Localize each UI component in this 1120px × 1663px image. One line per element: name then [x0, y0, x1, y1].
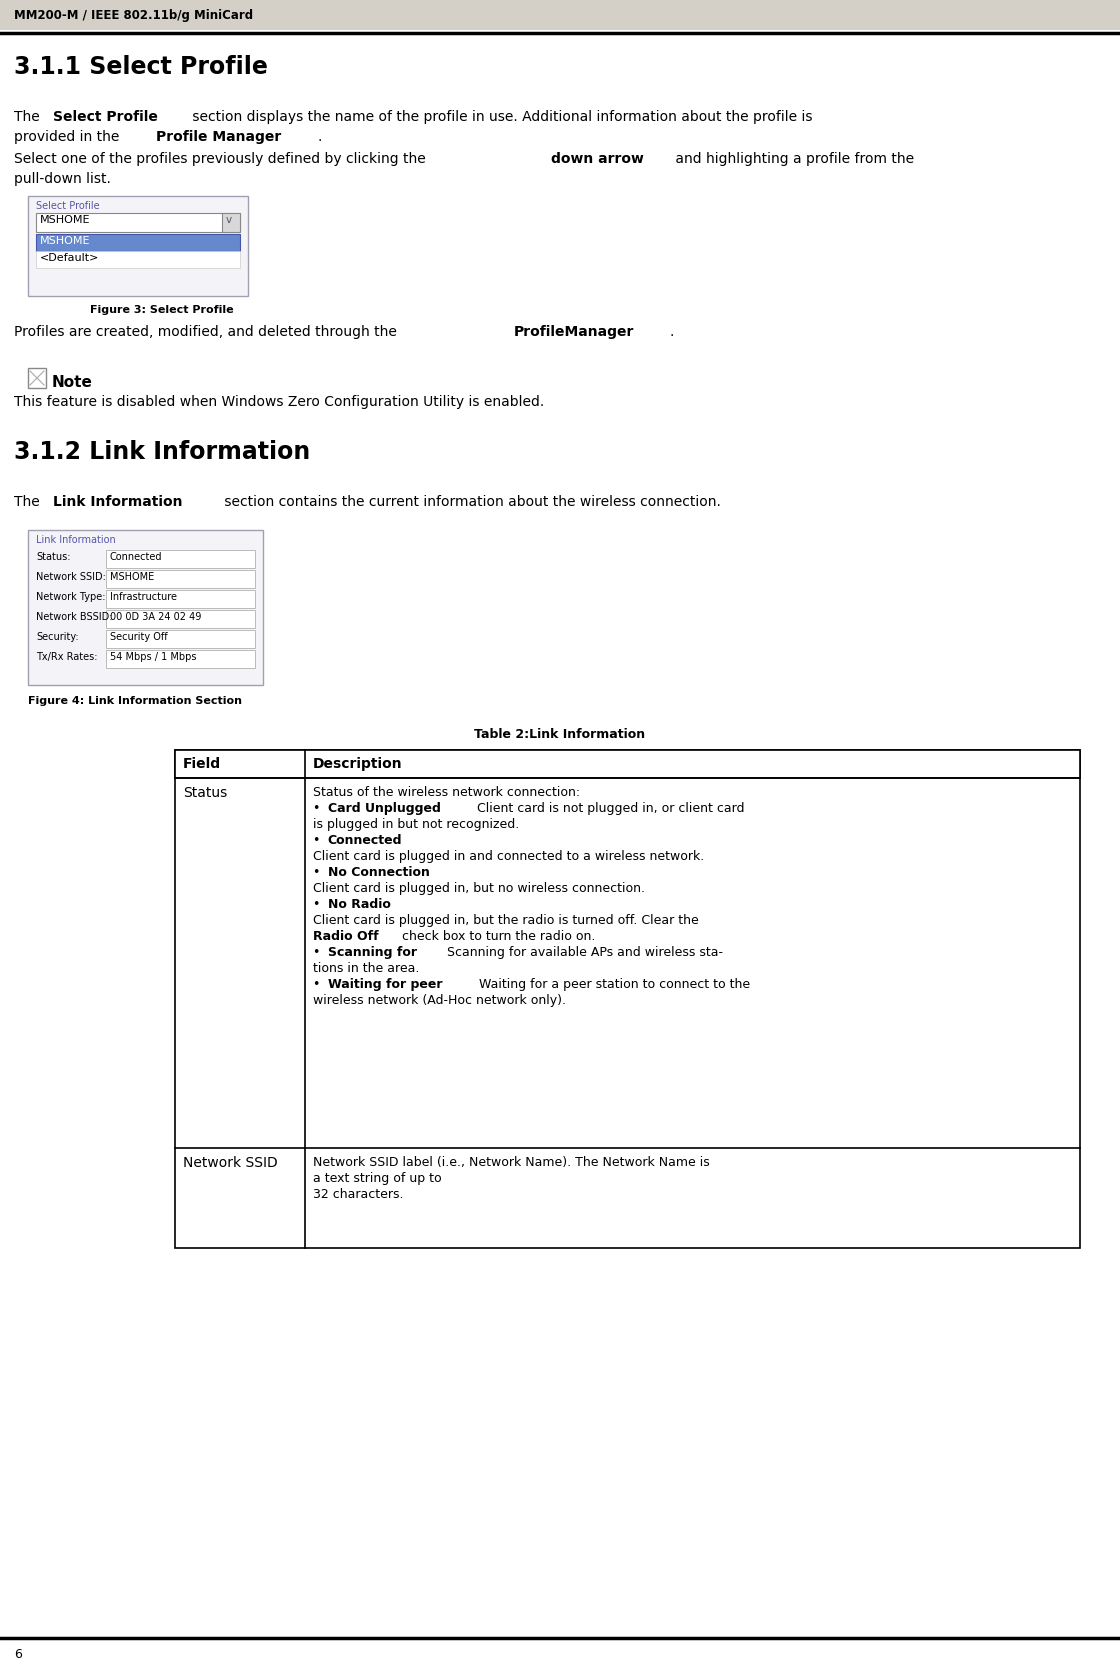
Text: Select one of the profiles previously defined by clicking the: Select one of the profiles previously de… — [13, 151, 430, 166]
Text: Network Type:: Network Type: — [36, 592, 105, 602]
Bar — [106, 650, 255, 669]
Bar — [28, 368, 46, 387]
Text: Card Unplugged: Card Unplugged — [328, 802, 440, 815]
Bar — [106, 570, 255, 589]
Text: MSHOME: MSHOME — [110, 572, 155, 582]
Bar — [36, 213, 240, 233]
Bar — [0, 0, 1120, 30]
Text: The: The — [13, 110, 44, 125]
Text: Tx/Rx Rates:: Tx/Rx Rates: — [36, 652, 97, 662]
Text: Security:: Security: — [36, 632, 78, 642]
Text: Client card is plugged in and connected to a wireless network.: Client card is plugged in and connected … — [312, 850, 704, 863]
Text: Table 2:Link Information: Table 2:Link Information — [475, 728, 645, 742]
Text: Waiting for peer: Waiting for peer — [328, 978, 442, 991]
Text: •: • — [312, 946, 325, 960]
Text: and highlighting a profile from the: and highlighting a profile from the — [671, 151, 914, 166]
Text: v: v — [226, 215, 232, 225]
Bar — [222, 213, 240, 233]
Text: Scanning for: Scanning for — [328, 946, 417, 960]
Text: MSHOME: MSHOME — [40, 236, 91, 246]
Text: Status:: Status: — [36, 552, 71, 562]
Text: section displays the name of the profile in use. Additional information about th: section displays the name of the profile… — [188, 110, 813, 125]
Text: Network BSSID:: Network BSSID: — [36, 612, 112, 622]
Text: Profile Manager: Profile Manager — [156, 130, 281, 145]
Text: 3.1.2 Link Information: 3.1.2 Link Information — [13, 441, 310, 464]
Bar — [28, 196, 248, 296]
Text: 00 0D 3A 24 02 49: 00 0D 3A 24 02 49 — [110, 612, 202, 622]
Bar — [36, 234, 240, 251]
Text: Figure 4: Link Information Section: Figure 4: Link Information Section — [28, 697, 242, 707]
Bar — [106, 610, 255, 629]
Text: Waiting for a peer station to connect to the: Waiting for a peer station to connect to… — [475, 978, 750, 991]
Text: No Radio: No Radio — [328, 898, 391, 911]
Bar — [106, 550, 255, 569]
Text: Infrastructure: Infrastructure — [110, 592, 177, 602]
Text: check box to turn the radio on.: check box to turn the radio on. — [398, 930, 595, 943]
Text: 3.1.1 Select Profile: 3.1.1 Select Profile — [13, 55, 268, 80]
Text: Network SSID:: Network SSID: — [36, 572, 106, 582]
Bar — [36, 251, 240, 268]
Text: Network SSID label (i.e., Network Name). The Network Name is: Network SSID label (i.e., Network Name).… — [312, 1156, 710, 1169]
Text: provided in the: provided in the — [13, 130, 123, 145]
Text: Radio Off: Radio Off — [312, 930, 379, 943]
Text: Status of the wireless network connection:: Status of the wireless network connectio… — [312, 787, 580, 798]
Text: Status: Status — [183, 787, 227, 800]
Text: Link Information: Link Information — [53, 496, 183, 509]
Text: pull-down list.: pull-down list. — [13, 171, 111, 186]
Text: MSHOME: MSHOME — [40, 215, 91, 225]
Text: Scanning for available APs and wireless sta-: Scanning for available APs and wireless … — [442, 946, 722, 960]
Text: Link Information: Link Information — [36, 535, 115, 545]
Text: This feature is disabled when Windows Zero Configuration Utility is enabled.: This feature is disabled when Windows Ze… — [13, 396, 544, 409]
Text: down arrow: down arrow — [551, 151, 644, 166]
Text: Client card is not plugged in, or client card: Client card is not plugged in, or client… — [474, 802, 745, 815]
Bar — [28, 530, 263, 685]
Text: Connected: Connected — [110, 552, 162, 562]
Text: .: . — [669, 324, 673, 339]
Text: •: • — [312, 866, 325, 880]
Text: Network SSID: Network SSID — [183, 1156, 278, 1171]
Text: tions in the area.: tions in the area. — [312, 961, 419, 975]
Text: is plugged in but not recognized.: is plugged in but not recognized. — [312, 818, 520, 832]
Text: a text string of up to: a text string of up to — [312, 1172, 441, 1186]
Text: Client card is plugged in, but the radio is turned off. Clear the: Client card is plugged in, but the radio… — [312, 915, 699, 926]
Text: Security Off: Security Off — [110, 632, 168, 642]
Text: .: . — [317, 130, 321, 145]
Text: ProfileManager: ProfileManager — [514, 324, 634, 339]
Text: •: • — [312, 835, 325, 846]
Text: •: • — [312, 802, 325, 815]
Text: Description: Description — [312, 757, 402, 772]
Text: Profiles are created, modified, and deleted through the: Profiles are created, modified, and dele… — [13, 324, 401, 339]
Text: The: The — [13, 496, 44, 509]
Bar — [175, 750, 1080, 1247]
Text: section contains the current information about the wireless connection.: section contains the current information… — [220, 496, 721, 509]
Text: <Default>: <Default> — [40, 253, 100, 263]
Text: Select Profile: Select Profile — [36, 201, 100, 211]
Text: 32 characters.: 32 characters. — [312, 1187, 403, 1201]
Text: No Connection: No Connection — [328, 866, 430, 880]
Text: •: • — [312, 978, 325, 991]
Text: Figure 3: Select Profile: Figure 3: Select Profile — [90, 304, 234, 314]
Text: •: • — [312, 898, 325, 911]
Text: MM200-M / IEEE 802.11b/g MiniCard: MM200-M / IEEE 802.11b/g MiniCard — [13, 10, 253, 23]
Text: Note: Note — [52, 374, 93, 391]
Text: 6: 6 — [13, 1648, 22, 1661]
Bar — [106, 590, 255, 609]
Bar — [175, 750, 1080, 778]
Bar — [106, 630, 255, 649]
Text: 54 Mbps / 1 Mbps: 54 Mbps / 1 Mbps — [110, 652, 196, 662]
Text: Connected: Connected — [328, 835, 402, 846]
Text: Client card is plugged in, but no wireless connection.: Client card is plugged in, but no wirele… — [312, 881, 645, 895]
Text: Select Profile: Select Profile — [53, 110, 158, 125]
Text: Field: Field — [183, 757, 221, 772]
Text: wireless network (Ad-Hoc network only).: wireless network (Ad-Hoc network only). — [312, 994, 566, 1008]
